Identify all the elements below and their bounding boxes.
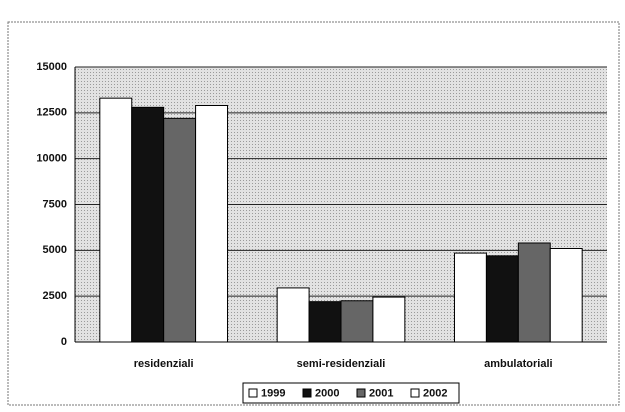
y-tick-label: 12500 [36,107,67,119]
bar [549,248,583,343]
legend-box [242,382,460,404]
bar [195,105,229,343]
y-tick-label: 15000 [36,61,67,73]
y-tick-label: 0 [61,336,67,348]
legend-swatch [248,388,258,398]
legend-label: 1999 [261,387,285,399]
bar [308,301,342,343]
bar [276,287,310,343]
x-tick-label: ambulatoriali [484,358,552,370]
y-tick-label: 7500 [43,198,67,210]
bar [372,296,406,343]
bar [99,97,133,343]
bar [163,117,197,343]
y-tick-label: 2500 [43,290,67,302]
bar [517,242,551,343]
x-tick-label: residenziali [134,358,194,370]
y-tick-label: 10000 [36,153,67,165]
y-tick-label: 5000 [43,244,67,256]
legend-swatch [410,388,420,398]
bar [485,255,519,343]
bar [453,252,487,343]
legend-label: 2002 [423,387,447,399]
legend-label: 2001 [369,387,393,399]
legend-swatch [302,388,312,398]
x-tick-label: semi-residenziali [297,358,386,370]
legend-label: 2000 [315,387,339,399]
legend-swatch [356,388,366,398]
bar [340,300,374,343]
bar [131,106,165,343]
